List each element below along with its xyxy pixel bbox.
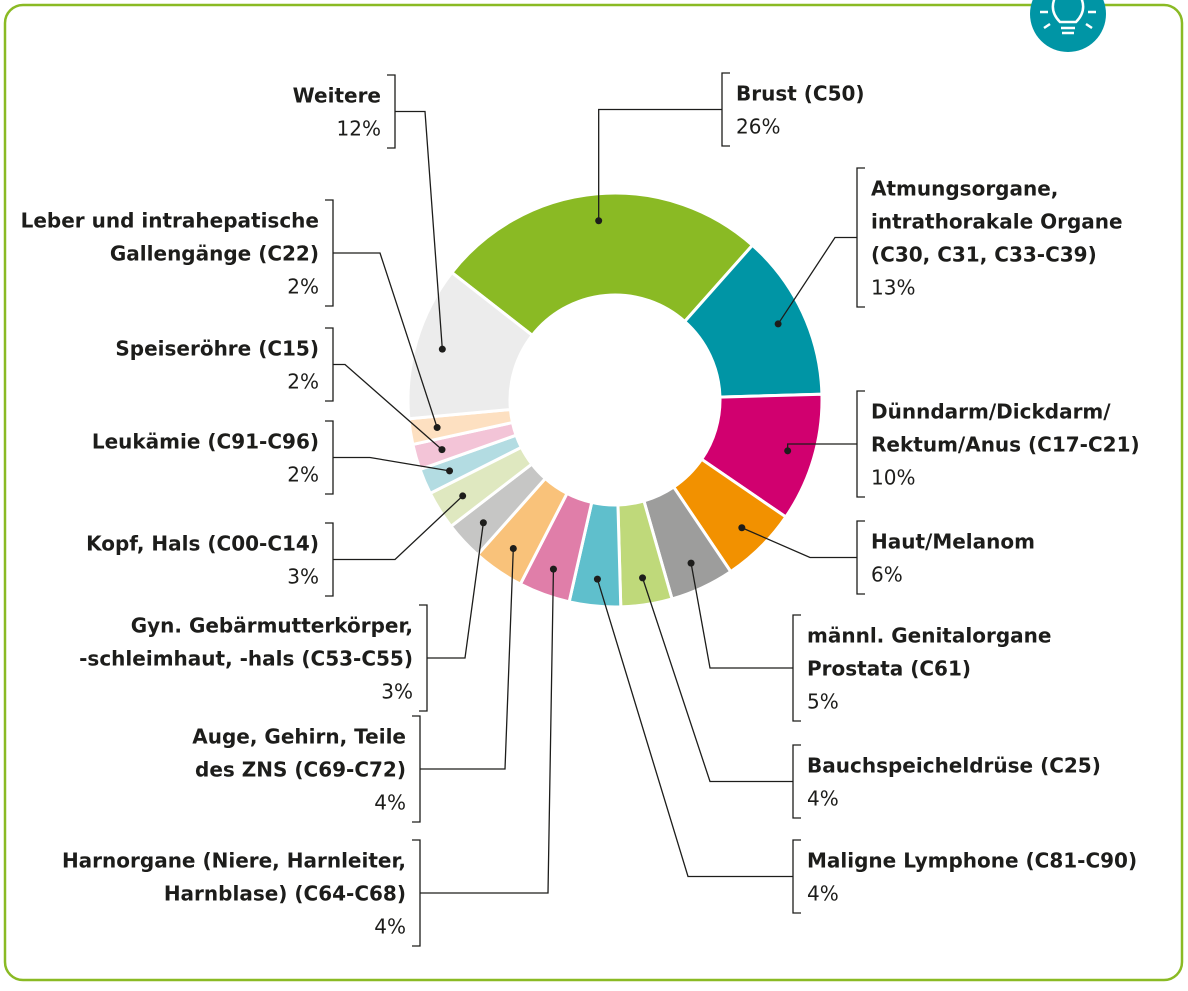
label-bracket bbox=[792, 839, 801, 914]
leader-dot bbox=[459, 492, 467, 500]
bulb-icon bbox=[1030, 0, 1106, 52]
label-name: Rektum/Anus (C17-C21) bbox=[871, 433, 1140, 457]
label-name: Harnblase) (C64-C68) bbox=[164, 882, 406, 906]
label-name: -schleimhaut, -hals (C53-C55) bbox=[79, 647, 413, 671]
leader-dot bbox=[784, 447, 792, 455]
label-percent: 10% bbox=[871, 466, 915, 490]
label-bracket bbox=[387, 74, 396, 149]
label-bracket bbox=[721, 72, 730, 147]
label-name: Leber und intrahepatische bbox=[21, 209, 319, 233]
label-bracket bbox=[792, 744, 801, 819]
label-percent: 4% bbox=[374, 791, 406, 815]
label-percent: 3% bbox=[381, 680, 413, 704]
leader-line bbox=[333, 456, 450, 472]
label-percent: 26% bbox=[736, 115, 780, 139]
label-name: Harnorgane (Niere, Harnleiter, bbox=[62, 849, 406, 873]
label-percent: 2% bbox=[287, 370, 319, 394]
leader-line bbox=[690, 563, 793, 669]
label-bracket bbox=[325, 522, 334, 597]
leader-line bbox=[420, 569, 555, 894]
leader-dot bbox=[593, 575, 601, 583]
leader-line bbox=[420, 548, 514, 770]
label-name: intrathorakale Organe bbox=[871, 210, 1123, 234]
leader-dot bbox=[549, 565, 557, 573]
label-name: Prostata (C61) bbox=[807, 657, 971, 681]
leader-line bbox=[333, 363, 443, 451]
label-percent: 4% bbox=[807, 882, 839, 906]
label-bracket bbox=[792, 614, 801, 722]
label-name: Gyn. Gebärmutterkörper, bbox=[131, 614, 413, 638]
frame bbox=[3, 3, 1184, 982]
leader-line bbox=[333, 252, 438, 428]
label-name: Kopf, Hals (C00-C14) bbox=[86, 532, 319, 556]
leader-dot bbox=[509, 545, 517, 553]
leader-dot bbox=[438, 345, 446, 353]
label-bracket bbox=[419, 604, 428, 712]
leader-dot bbox=[687, 559, 695, 567]
label-bracket bbox=[412, 715, 421, 823]
label-name: Haut/Melanom bbox=[871, 530, 1035, 554]
label-bracket bbox=[856, 167, 865, 308]
label-name: Weitere bbox=[293, 84, 381, 108]
leader-line bbox=[596, 578, 793, 878]
label-bracket bbox=[325, 420, 334, 495]
label-name: Maligne Lymphone (C81-C90) bbox=[807, 849, 1137, 873]
leader-dot bbox=[774, 320, 782, 328]
label-name: Leukämie (C91-C96) bbox=[92, 430, 319, 454]
label-bracket bbox=[856, 390, 865, 498]
leader-line bbox=[395, 110, 443, 350]
leader-line bbox=[777, 236, 857, 325]
label-name: Bauchspeicheldrüse (C25) bbox=[807, 754, 1101, 778]
label-bracket bbox=[325, 327, 334, 402]
label-percent: 4% bbox=[374, 915, 406, 939]
leader-line bbox=[741, 527, 857, 559]
leader-line bbox=[598, 108, 722, 221]
label-name: Speiseröhre (C15) bbox=[115, 337, 319, 361]
donut-segment bbox=[449, 191, 755, 338]
label-percent: 4% bbox=[807, 787, 839, 811]
label-percent: 2% bbox=[287, 275, 319, 299]
label-percent: 5% bbox=[807, 690, 839, 714]
leader-dot bbox=[738, 524, 746, 532]
leader-dot bbox=[446, 467, 454, 475]
label-name: Dünndarm/Dickdarm/ bbox=[871, 400, 1111, 424]
leader-dot bbox=[433, 424, 441, 432]
leader-dot bbox=[438, 446, 446, 454]
leader-line bbox=[427, 522, 485, 659]
label-percent: 6% bbox=[871, 563, 903, 587]
label-percent: 2% bbox=[287, 463, 319, 487]
label-percent: 13% bbox=[871, 276, 915, 300]
label-percent: 3% bbox=[287, 565, 319, 589]
label-name: (C30, C31, C33-C39) bbox=[871, 243, 1097, 267]
label-bracket bbox=[325, 199, 334, 307]
label-name: Auge, Gehirn, Teile bbox=[192, 725, 406, 749]
label-percent: 12% bbox=[337, 117, 381, 141]
label-bracket bbox=[856, 520, 865, 595]
label-bracket bbox=[412, 839, 421, 947]
leader-line bbox=[333, 495, 464, 561]
leader-dot bbox=[479, 519, 487, 527]
leader-dot bbox=[595, 217, 603, 225]
label-name: männl. Genitalorgane bbox=[807, 624, 1051, 648]
label-name: Gallengänge (C22) bbox=[110, 242, 319, 266]
label-name: Brust (C50) bbox=[736, 82, 865, 106]
label-name: Atmungsorgane, bbox=[871, 177, 1058, 201]
leader-dot bbox=[639, 574, 647, 582]
label-name: des ZNS (C69-C72) bbox=[195, 758, 406, 782]
leader-line bbox=[641, 577, 793, 783]
